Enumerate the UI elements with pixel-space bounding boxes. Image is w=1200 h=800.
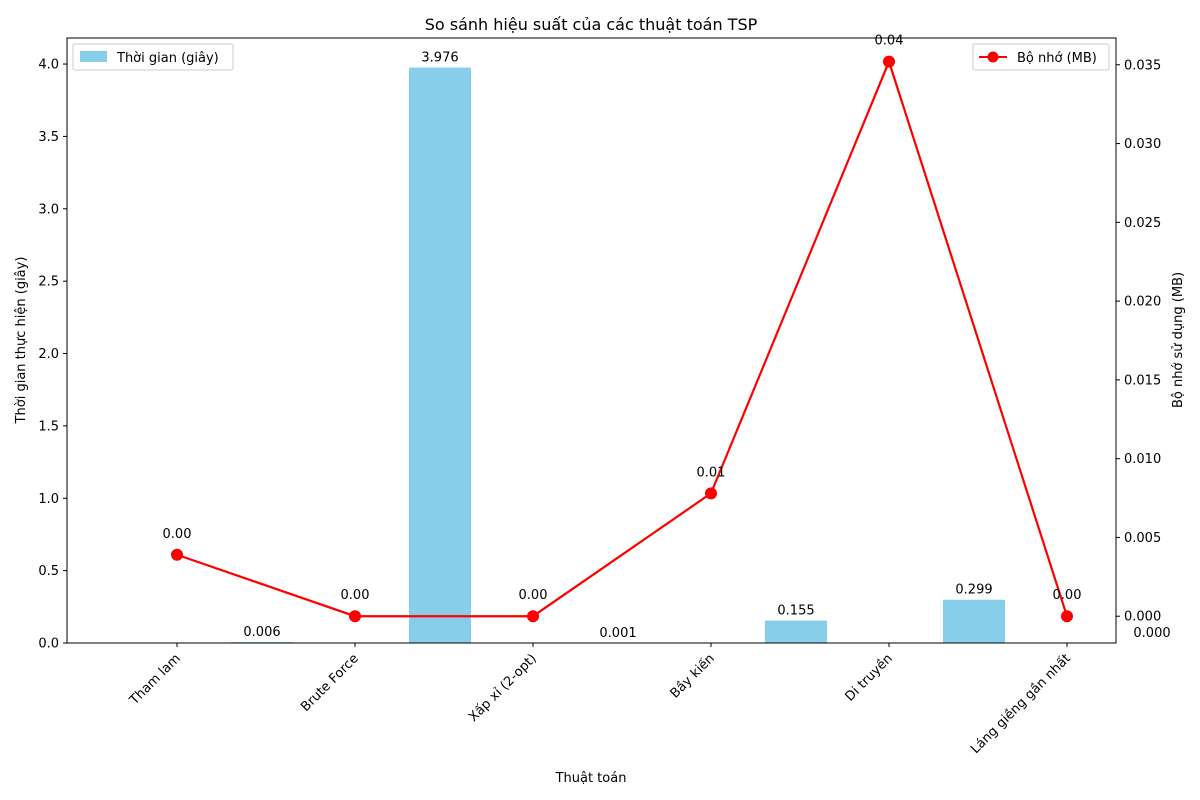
y-right-tick-label-5: 0.025 (1124, 216, 1161, 231)
y-left-tick-label-4: 2.0 (38, 347, 59, 362)
plot-frame (66, 37, 1117, 644)
legend-bar-swatch (80, 51, 107, 62)
y-right-tick-label-1: 0.005 (1124, 531, 1161, 546)
legend-left: Thời gian (giây) (72, 43, 234, 71)
memory-value-label-1: 0.00 (341, 588, 370, 603)
y-right-tick-label-6: 0.030 (1124, 137, 1161, 152)
memory-point-2 (527, 610, 539, 623)
y-left-tick-label-2: 1.0 (38, 492, 59, 507)
memory-value-label-3: 0.01 (697, 465, 726, 480)
y-right-tick-label-7: 0.035 (1124, 58, 1161, 73)
y-left-tick-label-5: 2.5 (38, 275, 59, 290)
legend-bar-label: Thời gian (giây) (116, 51, 219, 66)
x-tick-label-2: Xấp xỉ (2-opt) (466, 651, 540, 725)
bar-3 (765, 620, 827, 643)
memory-value-label-0: 0.00 (163, 527, 192, 542)
memory-point-5 (1061, 610, 1073, 623)
memory-value-label-4: 0.04 (875, 34, 904, 49)
y-left-tick-label-6: 3.0 (38, 202, 59, 217)
y-left-tick-label-8: 4.0 (38, 58, 59, 73)
memory-point-4 (883, 55, 895, 68)
bar-value-label-2: 0.001 (599, 626, 636, 641)
y-right-tick-label-4: 0.020 (1124, 295, 1161, 310)
chart-title: So sánh hiệu suất của các thuật toán TSP (425, 15, 758, 34)
y-left-tick-label-7: 3.5 (38, 130, 59, 145)
x-tick-label-5: Láng giềng gần nhất (968, 651, 1074, 757)
y-right-tick-label-3: 0.015 (1124, 373, 1161, 388)
axes-layer: 0.0 0.5 1.0 1.5 2.0 2.5 3.0 3.5 4.0 0.000 0.005 0.0… (38, 58, 1161, 757)
bar-value-label-1: 3.976 (421, 51, 458, 66)
legend-left-box (72, 43, 234, 71)
y-left-tick-label-3: 1.5 (38, 419, 59, 434)
x-tick-label-0: Tham lam (126, 651, 183, 708)
x-axis-label: Thuật toán (555, 771, 627, 786)
x-tick-label-1: Brute Force (298, 651, 362, 715)
bar-1 (409, 67, 471, 644)
memory-line (176, 58, 1069, 618)
memory-value-label-5: 0.00 (1053, 588, 1082, 603)
memory-value-label-2: 0.00 (519, 588, 548, 603)
x-tick-label-3: Bầy kiến (668, 651, 718, 701)
bar-value-label-0: 0.006 (243, 625, 280, 640)
bar-4 (943, 599, 1005, 643)
y-left-tick-label-0: 0.0 (38, 637, 59, 652)
bar-value-label-3: 0.155 (777, 604, 814, 619)
legend-line-marker (987, 51, 999, 63)
bar-value-label-4: 0.299 (955, 583, 992, 598)
bars-layer: 0.006 3.976 0.001 0.155 0.299 0.000 (231, 51, 1171, 644)
y-right-tick-label-0: 0.000 (1124, 610, 1161, 625)
memory-point-1 (349, 610, 361, 623)
y-right-tick-label-2: 0.010 (1124, 452, 1161, 467)
y-axis-left-label: Thời gian thực hiện (giây) (14, 257, 29, 425)
legend-line-label: Bộ nhớ (MB) (1017, 51, 1097, 66)
bar-value-label-5: 0.000 (1133, 626, 1170, 641)
memory-point-3 (705, 487, 717, 500)
y-left-tick-label-1: 0.5 (38, 564, 59, 579)
legend-right-box (972, 43, 1110, 71)
x-tick-label-4: Di truyền (843, 651, 896, 704)
memory-point-0 (171, 548, 183, 561)
y-axis-right-label: Bộ nhớ sử dụng (MB) (1171, 272, 1186, 408)
line-layer: 0.00 0.00 0.00 0.01 0.04 0.00 (163, 34, 1082, 623)
legend-right: Bộ nhớ (MB) (972, 43, 1110, 71)
